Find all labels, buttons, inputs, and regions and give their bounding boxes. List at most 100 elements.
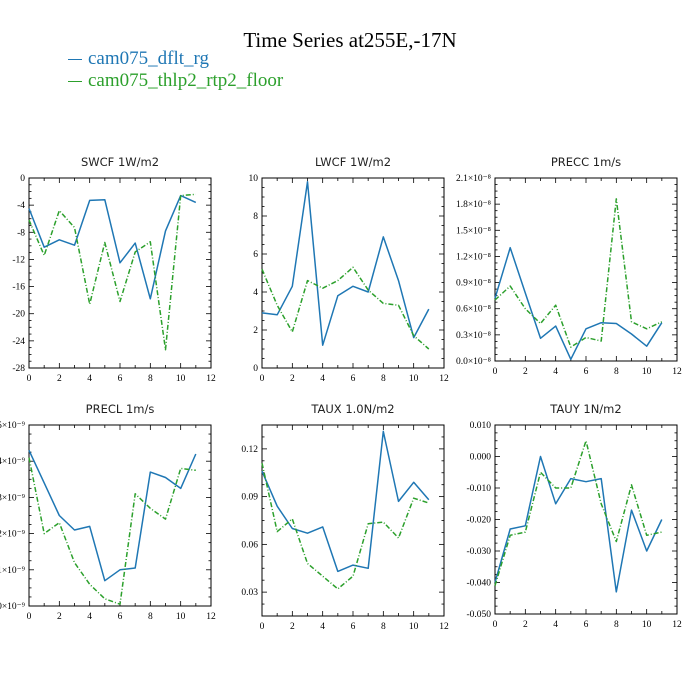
series-line-0 <box>494 246 663 361</box>
y-tick-label: -0.050 <box>466 610 491 620</box>
y-tick-label: -12 <box>12 255 25 265</box>
y-tick-label: 3×10⁻⁹ <box>0 493 26 503</box>
chart-title: SWCF 1W/m2 <box>81 155 159 169</box>
y-tick-label: -0.040 <box>466 579 491 589</box>
chart-title: TAUX 1.0N/m2 <box>310 402 394 416</box>
y-tick-label: 6 <box>253 250 258 260</box>
x-tick-label: 10 <box>642 367 652 377</box>
y-tick-label: -4 <box>17 201 25 211</box>
x-tick-label: 6 <box>118 374 123 384</box>
x-tick-label: 12 <box>206 612 216 622</box>
x-tick-label: 4 <box>87 612 92 622</box>
y-tick-label: 8 <box>253 212 258 222</box>
x-tick-label: 10 <box>176 374 186 384</box>
y-tick-label: 0.6×10⁻⁸ <box>456 305 491 315</box>
series-line-1 <box>261 266 430 350</box>
x-tick-label: 12 <box>206 374 216 384</box>
x-tick-label: 6 <box>584 367 589 377</box>
x-tick-label: 8 <box>381 622 386 632</box>
y-tick-label: 0.3×10⁻⁸ <box>456 331 491 341</box>
y-tick-label: 1×10⁻⁹ <box>0 566 26 576</box>
y-tick-label: -24 <box>12 337 25 347</box>
series-line-1 <box>261 463 430 590</box>
x-tick-label: 12 <box>439 622 449 632</box>
chart-title: LWCF 1W/m2 <box>315 155 391 169</box>
chart-panel-3: PRECL 1m/s 0 2 4 6 8 10 12 0×10⁻⁹ 1×10⁻⁹ 2×10⁻⁹ 3×1… <box>0 402 216 622</box>
chart-panel-2: PRECC 1m/s 0 2 4 6 8 10 12 0.0×10⁻⁸ 0.3×10⁻⁸ 0.6×1… <box>456 155 682 377</box>
x-tick-label: 6 <box>118 612 123 622</box>
legend-entry-dflt: cam075_dflt_rg <box>68 48 209 70</box>
series-line-1 <box>494 440 662 586</box>
x-tick-label: 6 <box>351 622 356 632</box>
plot-frame <box>261 177 445 369</box>
x-tick-label: 8 <box>614 367 619 377</box>
x-tick-label: 0 <box>260 622 265 632</box>
y-tick-label: 10 <box>249 174 259 184</box>
y-tick-label: 2.1×10⁻⁸ <box>456 174 491 184</box>
chart-panel-4: TAUX 1.0N/m2 0 2 4 6 8 10 12 0.03 0.06 0.09 0.12 <box>241 402 449 632</box>
y-tick-label: 0.0×10⁻⁸ <box>456 357 491 367</box>
y-tick-label: 2 <box>253 326 258 336</box>
x-tick-label: 8 <box>148 374 153 384</box>
legend-label-thlp2: cam075_thlp2_rtp2_floor <box>88 70 284 91</box>
y-tick-label: 0 <box>253 364 258 374</box>
y-tick-label: 4 <box>253 288 258 298</box>
x-tick-label: 4 <box>320 622 325 632</box>
x-tick-label: 2 <box>57 612 62 622</box>
series-line-1 <box>28 193 196 351</box>
chart-panel-5: TAUY 1N/m2 0 2 4 6 8 10 12 0.010 0.000 -0.010 -0.02… <box>466 402 682 630</box>
plot-frame <box>494 424 678 615</box>
x-tick-label: 8 <box>614 620 619 630</box>
x-tick-label: 0 <box>493 367 498 377</box>
x-tick-label: 12 <box>672 367 682 377</box>
x-tick-label: 4 <box>87 374 92 384</box>
plot-frame <box>28 424 212 607</box>
x-tick-label: 10 <box>642 620 652 630</box>
y-tick-label: -16 <box>12 283 25 293</box>
x-tick-label: 10 <box>176 612 186 622</box>
y-tick-label: -28 <box>12 364 25 374</box>
y-tick-label: 5×10⁻⁹ <box>0 421 26 431</box>
x-tick-label: 0 <box>260 374 265 384</box>
plot-frame <box>28 177 212 369</box>
y-tick-label: 0.03 <box>241 588 258 598</box>
y-tick-label: -0.030 <box>466 547 491 557</box>
y-tick-label: -8 <box>17 228 25 238</box>
y-tick-label: -20 <box>12 310 25 320</box>
x-tick-label: 0 <box>27 612 32 622</box>
series-line-0 <box>261 181 430 346</box>
series-line-1 <box>494 198 663 348</box>
chart-panel-0: SWCF 1W/m2 0 2 4 6 8 10 12 0 -4 -8 -12 -16 -20 -24 -28 <box>12 155 216 384</box>
y-tick-label: 0.09 <box>241 493 258 503</box>
y-tick-label: 0 <box>20 174 25 184</box>
y-tick-label: 0.010 <box>470 421 492 431</box>
x-tick-label: 2 <box>290 622 295 632</box>
x-tick-label: 12 <box>439 374 449 384</box>
x-tick-label: 4 <box>320 374 325 384</box>
x-tick-label: 2 <box>523 367 528 377</box>
y-tick-label: 0.000 <box>470 453 492 463</box>
y-tick-label: 4×10⁻⁹ <box>0 457 26 467</box>
x-tick-label: 2 <box>290 374 295 384</box>
y-tick-label: 0.9×10⁻⁸ <box>456 279 491 289</box>
y-tick-label: 0.12 <box>241 445 258 455</box>
x-tick-label: 6 <box>351 374 356 384</box>
y-tick-label: 1.8×10⁻⁸ <box>456 200 491 210</box>
y-tick-label: -0.020 <box>466 516 491 526</box>
chart-title: PRECC 1m/s <box>551 155 621 169</box>
y-tick-label: 2×10⁻⁹ <box>0 530 26 540</box>
plot-frame <box>261 424 445 617</box>
y-tick-label: 0×10⁻⁹ <box>0 602 26 612</box>
x-tick-label: 0 <box>27 374 32 384</box>
y-tick-label: -0.010 <box>466 484 491 494</box>
x-tick-label: 12 <box>672 620 682 630</box>
x-tick-label: 0 <box>493 620 498 630</box>
plot-frame <box>494 177 678 362</box>
y-tick-label: 0.06 <box>241 540 258 550</box>
series-line-1 <box>28 457 196 605</box>
y-tick-label: 1.5×10⁻⁸ <box>456 226 491 236</box>
x-tick-label: 10 <box>409 622 419 632</box>
x-tick-label: 10 <box>409 374 419 384</box>
chart-title: TAUY 1N/m2 <box>549 402 621 416</box>
x-tick-label: 6 <box>584 620 589 630</box>
